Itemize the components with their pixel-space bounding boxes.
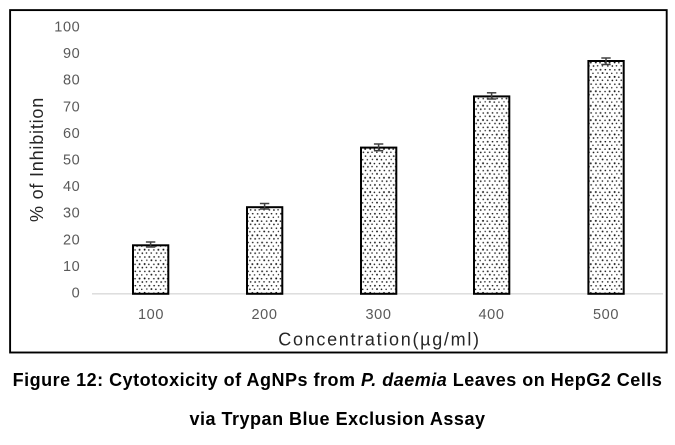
svg-text:60: 60 [63, 126, 80, 142]
svg-text:100: 100 [54, 20, 80, 36]
svg-text:30: 30 [63, 206, 80, 222]
svg-text:40: 40 [63, 179, 80, 195]
svg-text:50: 50 [63, 153, 80, 169]
svg-text:% of Inhibition: % of Inhibition [27, 97, 47, 222]
svg-text:10: 10 [63, 259, 80, 275]
svg-text:0: 0 [72, 286, 81, 302]
svg-text:400: 400 [479, 307, 505, 323]
svg-text:100: 100 [138, 307, 164, 323]
svg-text:70: 70 [63, 99, 80, 115]
svg-text:300: 300 [366, 307, 392, 323]
svg-text:90: 90 [63, 46, 80, 62]
svg-text:20: 20 [63, 232, 80, 248]
svg-text:80: 80 [63, 73, 80, 89]
svg-text:Concentration(µg/ml): Concentration(µg/ml) [278, 330, 480, 350]
svg-text:500: 500 [593, 307, 619, 323]
svg-text:200: 200 [252, 307, 278, 323]
